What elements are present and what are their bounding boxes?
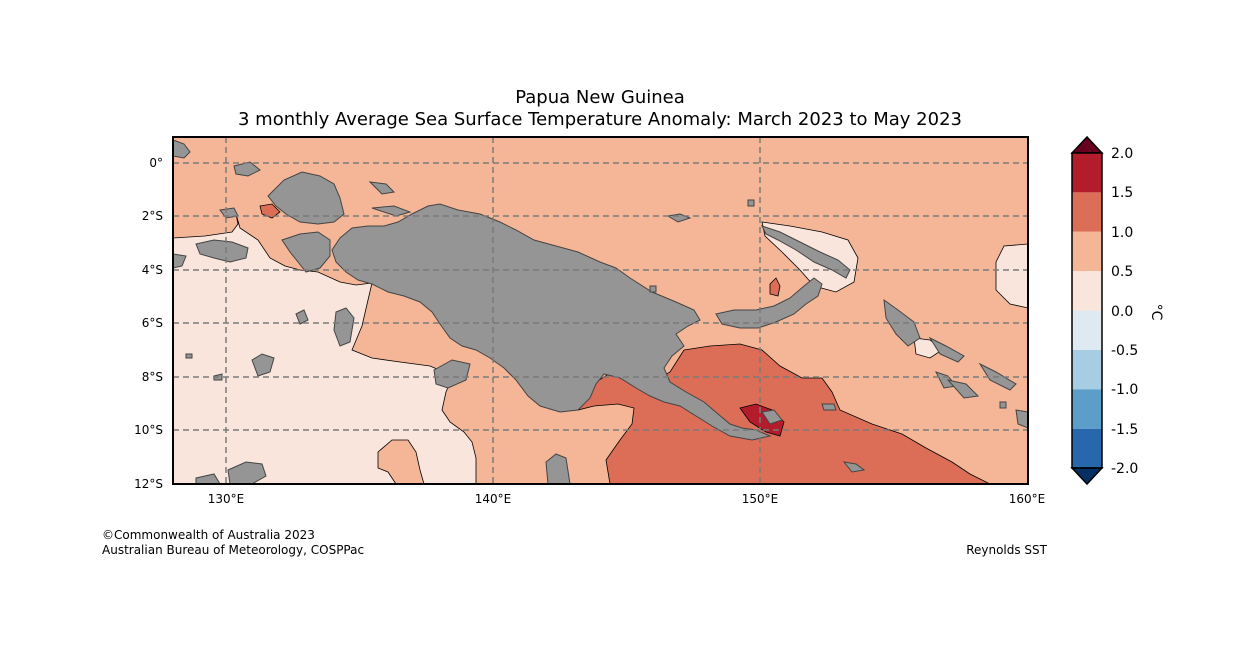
ocean-anomaly-0.0-0.5-east: [995, 243, 1028, 309]
land-cape-york: [545, 453, 571, 484]
colorbar-band-neg1.5-neg1.0: [1072, 389, 1102, 429]
ocean-anomaly-0.0-0.5-solomons: [913, 337, 943, 359]
data-source-text: Reynolds SST: [966, 543, 1047, 557]
colorbar-frame: [1071, 152, 1103, 469]
map-panel: [173, 137, 1028, 484]
lon-label-140: 140°E: [475, 492, 512, 506]
lon-label-160: 160°E: [1009, 492, 1046, 506]
colorbar-label-1.0: 1.0: [1111, 225, 1133, 241]
copyright-text: ©Commonwealth of Australia 2023: [102, 528, 315, 542]
land-islet-2: [649, 285, 657, 293]
ocean-anomaly-1.0-1.5-rajaampat: [259, 203, 281, 219]
land-islet-1: [747, 199, 755, 207]
colorbar-band-0.0-0.5: [1072, 271, 1102, 311]
land-guadalcanal: [946, 379, 980, 399]
colorbar-label-neg1.0: -1.0: [1111, 382, 1138, 398]
map-frame: [172, 136, 1029, 485]
land-buru: [173, 253, 187, 269]
land-new-ireland: [761, 225, 851, 279]
land-islet-3: [185, 353, 193, 359]
colorbar-extend-min: [1070, 467, 1104, 486]
colorbar-extend-max: [1070, 135, 1104, 154]
land-tanimbar: [295, 309, 309, 325]
map-title: Papua New Guinea: [515, 87, 685, 108]
lon-axis-labels: 130°E 140°E 150°E 160°E: [208, 492, 1046, 506]
colorbar-band-0.5-1.0: [1072, 231, 1102, 272]
land-biak: [368, 181, 396, 195]
lat-label-4s: 4°S: [142, 263, 163, 277]
colorbar-label-neg1.5: -1.5: [1111, 422, 1138, 438]
lat-label-10s: 10°S: [134, 423, 163, 437]
land-masses: [173, 139, 1028, 484]
land-louisiade: [842, 461, 866, 473]
lon-label-150: 150°E: [742, 492, 779, 506]
land-woodlark: [821, 403, 837, 411]
land-kai: [333, 307, 355, 347]
land-yapen: [371, 205, 412, 217]
lat-label-2s: 2°S: [142, 209, 163, 223]
colorbar-band-1.5-2.0: [1072, 153, 1102, 193]
land-malaita: [1015, 409, 1028, 429]
land-choiseul: [928, 336, 965, 363]
colorbar-label-neg0.5: -0.5: [1111, 343, 1138, 359]
land-timor: [227, 461, 267, 484]
lat-label-12s: 12°S: [134, 477, 163, 491]
ocean-anomaly-1.0-1.5-bismarck: [769, 277, 781, 297]
lat-label-0: 0°: [149, 156, 163, 170]
colorbar-band-1.0-1.5: [1072, 192, 1102, 232]
ocean-anomaly-0.0-0.5-west: [173, 213, 477, 484]
colorbar-unit-label: °C: [1148, 304, 1164, 321]
lat-label-8s: 8°S: [142, 370, 163, 384]
lat-label-6s: 6°S: [142, 316, 163, 330]
colorbar-band-neg1.0-neg0.5: [1072, 350, 1102, 390]
land-kolepom: [433, 359, 471, 389]
land-timor-west: [195, 473, 221, 484]
colorbar-label-1.5: 1.5: [1111, 185, 1133, 201]
colorbar-band-neg0.5-0.0: [1072, 310, 1102, 350]
colorbar-label-0.5: 0.5: [1111, 264, 1133, 280]
lon-label-130: 130°E: [208, 492, 245, 506]
land-new-guinea: [331, 203, 772, 441]
land-bougainville: [883, 298, 921, 347]
land-seram: [195, 239, 249, 263]
colorbar: 2.0 1.5 1.0 0.5 0.0 -0.5 -1.0 -1.5 -2.0 …: [1070, 135, 1164, 486]
land-bomberai: [281, 231, 331, 273]
colorbar-band-neg2.0-neg1.5: [1072, 428, 1102, 468]
colorbar-label-0.0: 0.0: [1111, 304, 1133, 320]
ocean-anomaly-0.5-1.0-aru: [377, 439, 425, 484]
land-dentrecasteaux: [761, 409, 783, 425]
agency-text: Australian Bureau of Meteorology, COSPPa…: [102, 543, 365, 557]
map-subtitle: 3 monthly Average Sea Surface Temperatur…: [238, 109, 962, 130]
graticule: [173, 137, 1028, 484]
land-islet-5: [999, 401, 1007, 409]
land-halmahera: [173, 139, 191, 159]
colorbar-label-neg2.0: -2.0: [1111, 461, 1138, 477]
colorbar-label-2.0: 2.0: [1111, 146, 1133, 162]
lat-axis-labels: 0° 2°S 4°S 6°S 8°S 10°S 12°S: [134, 156, 163, 491]
land-birds-head: [267, 171, 345, 225]
land-aru: [251, 353, 275, 377]
land-new-britain: [715, 277, 823, 329]
